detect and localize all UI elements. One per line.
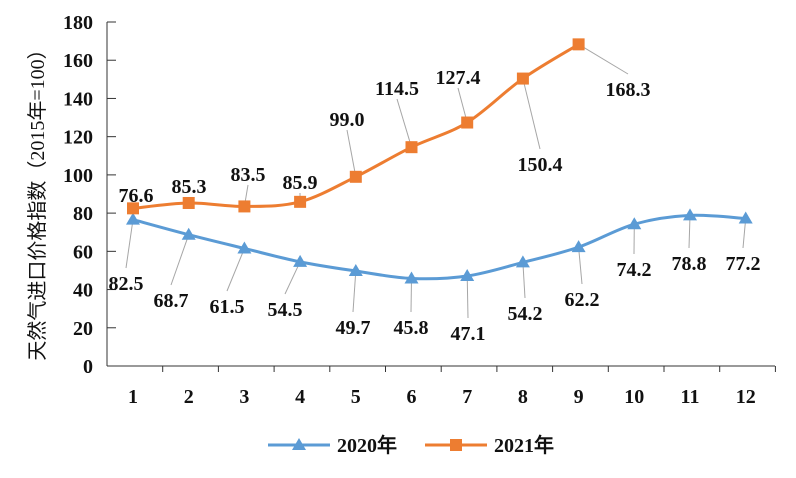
- leader-line: [522, 262, 526, 299]
- square-marker: [516, 72, 529, 85]
- x-tick-label: 7: [462, 386, 472, 408]
- leader-line: [346, 129, 357, 177]
- triangle-marker: [126, 212, 140, 225]
- series-2: 76.6 85.3 83.5 85.9 99.0 114.5 127.4 150.4 168.3: [119, 38, 651, 215]
- legend-label: 2021年: [494, 433, 554, 457]
- square-marker: [405, 141, 418, 154]
- data-label: 68.7: [154, 290, 189, 312]
- y-tick-label: 0: [83, 356, 93, 378]
- leader-line: [170, 234, 190, 286]
- legend-label: 2020年: [337, 433, 397, 457]
- y-tick-label: 180: [63, 12, 93, 34]
- y-tick-label: 100: [63, 165, 93, 187]
- leader-line: [578, 43, 629, 75]
- x-tick-label: 1: [128, 386, 138, 408]
- data-label: 74.2: [617, 259, 652, 281]
- data-label: 77.2: [726, 253, 761, 275]
- data-label: 82.5: [109, 273, 144, 295]
- leader-line: [522, 78, 541, 150]
- square-marker: [182, 196, 195, 209]
- data-label: 85.3: [172, 176, 207, 198]
- triangle-marker: [738, 211, 753, 224]
- leader-line: [410, 278, 412, 313]
- leader-line: [284, 261, 301, 295]
- y-tick-label: 60: [73, 241, 93, 263]
- triangle-marker: [683, 208, 697, 221]
- y-tick-label: 160: [63, 50, 93, 72]
- x-tick-label: 9: [574, 386, 584, 408]
- x-tick-label: 6: [407, 386, 417, 408]
- data-label: 54.5: [268, 299, 303, 321]
- data-label: 45.8: [394, 317, 429, 339]
- data-label: 83.5: [231, 164, 266, 186]
- square-marker: [294, 195, 307, 208]
- triangle-marker: [293, 254, 308, 267]
- data-label: 168.3: [606, 79, 651, 101]
- legend-item: 2021年: [425, 433, 554, 457]
- data-label: 76.6: [119, 185, 154, 207]
- x-tick-label: 10: [624, 386, 644, 408]
- x-tick-label: 12: [736, 386, 756, 408]
- data-label: 78.8: [672, 253, 707, 275]
- square-marker: [349, 170, 362, 183]
- square-marker: [461, 116, 474, 129]
- leader-line: [396, 98, 412, 148]
- data-label: 62.2: [565, 289, 600, 311]
- x-tick-label: 4: [295, 386, 305, 408]
- y-tick-label: 40: [73, 280, 93, 302]
- data-label: 61.5: [210, 296, 245, 318]
- square-marker: [450, 439, 462, 451]
- triangle-marker: [460, 268, 475, 281]
- legend-item: 2020年: [268, 433, 397, 457]
- triangle-marker: [181, 227, 196, 240]
- data-label: 114.5: [375, 78, 419, 100]
- y-tick-label: 140: [63, 88, 93, 110]
- series-line: [132, 213, 746, 281]
- legend: 2020年 2021年: [268, 433, 554, 457]
- x-tick-label: 11: [681, 386, 700, 408]
- y-tick-label: 80: [73, 203, 93, 225]
- x-tick-label: 5: [351, 386, 361, 408]
- triangle-marker: [571, 240, 586, 253]
- data-label: 47.1: [451, 323, 486, 345]
- triangle-marker: [292, 438, 306, 450]
- triangle-marker: [404, 271, 419, 284]
- data-label: 150.4: [518, 154, 563, 176]
- square-marker: [572, 38, 585, 51]
- data-label: 54.2: [508, 303, 543, 325]
- square-marker: [127, 202, 139, 215]
- square-marker: [238, 200, 251, 213]
- triangle-marker: [237, 241, 252, 254]
- triangle-marker: [627, 217, 642, 230]
- data-label: 85.9: [283, 172, 318, 194]
- data-label: 127.4: [436, 67, 481, 89]
- x-tick-label: 8: [518, 386, 528, 408]
- leader-line: [578, 247, 583, 285]
- x-tick-label: 2: [184, 386, 194, 408]
- triangle-marker: [348, 264, 363, 277]
- data-label: 99.0: [330, 109, 365, 131]
- triangle-marker: [515, 255, 530, 268]
- series-1: 82.5 68.7 61.5 54.5 49.7 45.8 47.1 54.2 62.2 74.2…: [109, 208, 761, 345]
- y-axis-label: 天然气进口价格指数（2015年=100）: [26, 39, 49, 360]
- leader-line: [688, 215, 691, 249]
- x-tick-label: 3: [239, 386, 249, 408]
- data-label: 49.7: [336, 317, 371, 339]
- y-tick-label: 20: [73, 318, 93, 340]
- leader-line: [352, 270, 357, 313]
- leader-line: [226, 248, 245, 292]
- y-tick-label: 120: [63, 127, 93, 149]
- leader-line: [125, 219, 134, 269]
- leader-line: [466, 275, 469, 319]
